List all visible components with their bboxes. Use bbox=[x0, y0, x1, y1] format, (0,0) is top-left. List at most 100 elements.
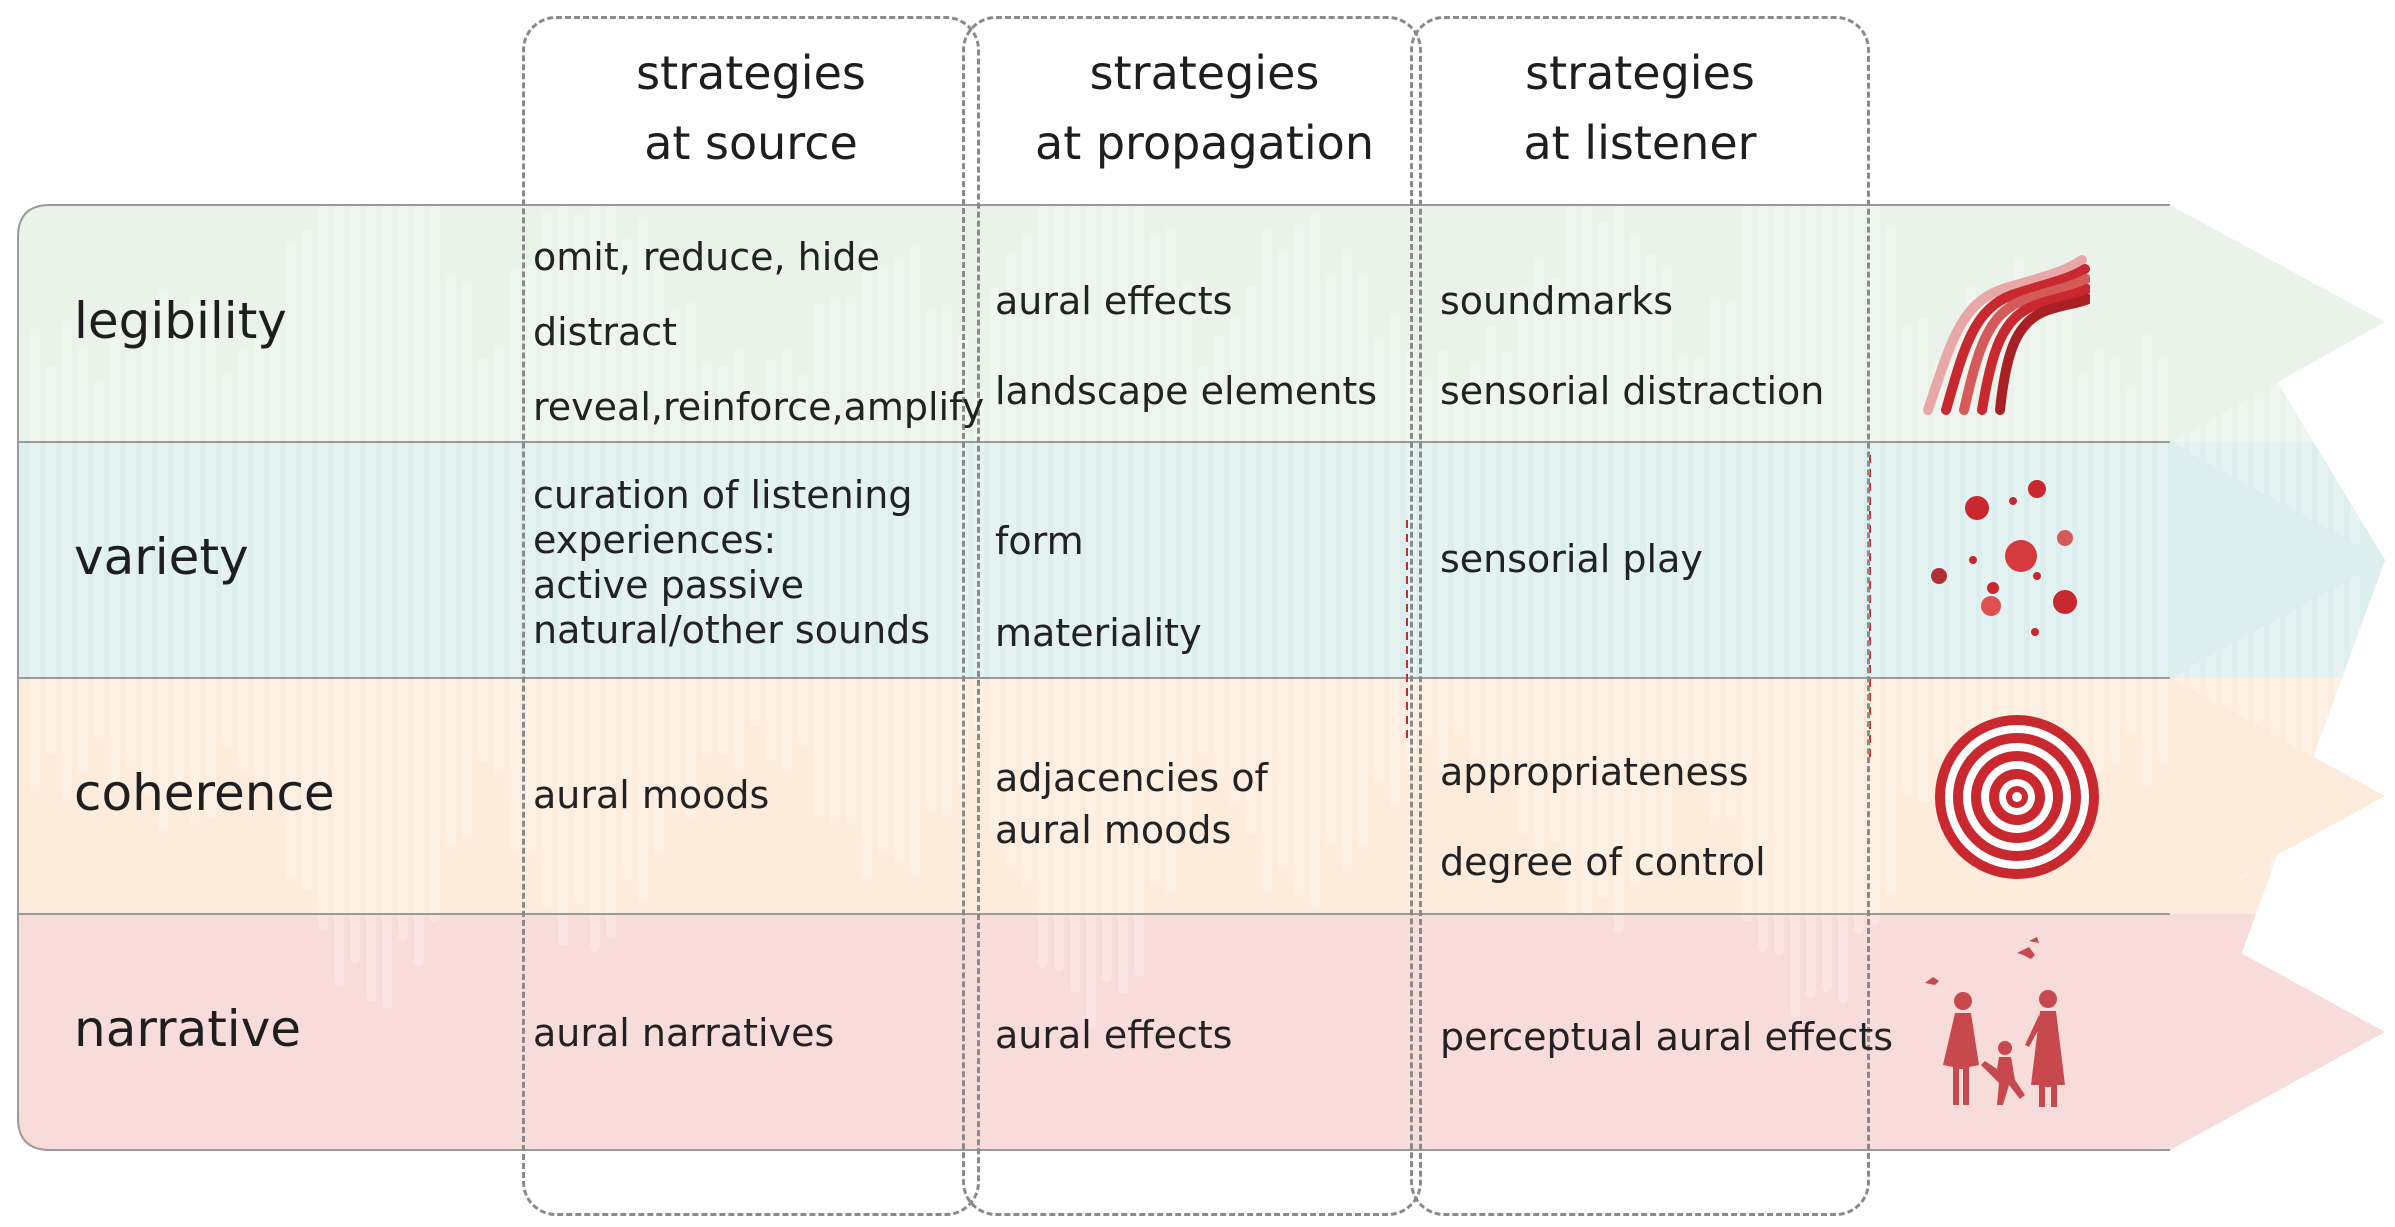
waveform-bar bbox=[1294, 223, 1304, 897]
row-label-narrative: narrative bbox=[74, 1000, 302, 1058]
waveform-bar bbox=[174, 329, 184, 791]
waveform-bar bbox=[1054, 205, 1064, 972]
strategy-item: aural moods bbox=[995, 808, 1232, 852]
waveform-bar bbox=[1086, 205, 1096, 1029]
waveform-bar bbox=[574, 214, 584, 906]
waveform-bar bbox=[798, 374, 808, 746]
waveform-bar bbox=[654, 265, 664, 855]
waveform-bar bbox=[1950, 359, 1960, 761]
waveform-bar bbox=[862, 242, 872, 878]
waveform-bar bbox=[350, 205, 360, 964]
strategy-item: sensorial play bbox=[1440, 537, 1703, 581]
column-box-propagation bbox=[962, 16, 1422, 1216]
waveform-bar bbox=[1182, 281, 1192, 839]
waveform-bar bbox=[462, 280, 472, 840]
waveform-bar bbox=[622, 238, 632, 882]
strategy-item: appropriateness bbox=[1440, 750, 1749, 794]
waveform-bar bbox=[1006, 251, 1016, 869]
waveform-bar bbox=[1822, 205, 1832, 993]
waveform-bar bbox=[1118, 205, 1128, 994]
waveform-bar bbox=[1262, 227, 1272, 893]
waveform-bar bbox=[926, 308, 936, 812]
cell-legibility-propagation: aural effects landscape elements bbox=[995, 256, 1377, 436]
cell-coherence-propagation: adjacencies of aural moods bbox=[995, 752, 1268, 856]
column-header-line2: at source bbox=[644, 116, 858, 170]
waveform-bar bbox=[366, 205, 376, 1002]
waveform-bar bbox=[942, 303, 952, 817]
waveform-bar bbox=[910, 243, 920, 877]
waveform-bar bbox=[414, 205, 424, 967]
waveform-bar bbox=[1998, 288, 2008, 832]
waveform-bar bbox=[1838, 205, 1848, 1004]
waveform-bar bbox=[702, 361, 712, 759]
waveform-bar bbox=[1614, 205, 1624, 933]
cell-variety-propagation: form materiality bbox=[995, 495, 1202, 679]
waveform-bar bbox=[1534, 256, 1544, 864]
strategy-item: natural/other sounds bbox=[533, 608, 931, 652]
waveform-bar bbox=[718, 365, 728, 755]
waveform-bar bbox=[238, 346, 248, 774]
waveform-bar bbox=[478, 357, 488, 763]
waveform-bar bbox=[1278, 249, 1288, 871]
waveform-bar bbox=[1230, 314, 1240, 806]
row-label-coherence: coherence bbox=[74, 764, 335, 822]
waveform-bar bbox=[2126, 386, 2136, 734]
waveform-bar bbox=[1918, 317, 1928, 803]
waveform-bar bbox=[1934, 360, 1944, 760]
arrow-head-legibility bbox=[2170, 205, 2385, 442]
waveform-bar bbox=[1806, 205, 1816, 999]
strategy-item: reveal,reinforce,amplify bbox=[533, 385, 985, 429]
waveform-bar bbox=[878, 264, 888, 856]
strategy-item: form bbox=[995, 519, 1084, 563]
waveform-bar bbox=[1422, 378, 1432, 742]
waveform-bar bbox=[1710, 297, 1720, 823]
band-narrative bbox=[18, 914, 2385, 1150]
waveform-bar bbox=[1662, 266, 1672, 854]
waveform-bar bbox=[1550, 277, 1560, 843]
waveform-bar bbox=[2062, 300, 2072, 820]
curved-lines-icon bbox=[1923, 255, 2090, 415]
column-header-line1: strategies bbox=[1525, 46, 1755, 100]
waveform-bar bbox=[1870, 205, 1880, 925]
waveform-bar bbox=[606, 205, 616, 939]
waveform-bar bbox=[62, 319, 72, 801]
waveform-bar bbox=[302, 229, 312, 891]
waveform-bar bbox=[1774, 205, 1784, 956]
cell-legibility-source: omit, reduce, hide distract reveal,reinf… bbox=[533, 220, 984, 445]
strategy-item: curation of listening bbox=[533, 473, 913, 517]
waveform-bar bbox=[1502, 350, 1512, 770]
strategy-item: degree of control bbox=[1440, 840, 1766, 884]
cell-narrative-propagation: aural effects bbox=[995, 1012, 1232, 1058]
waveform-bar bbox=[1342, 247, 1352, 873]
waveform-bar bbox=[158, 289, 168, 831]
waveform-bar bbox=[1102, 205, 1112, 983]
waveform-bar bbox=[1214, 334, 1224, 786]
column-header-propagation: strategies at propagation bbox=[962, 38, 1447, 178]
waveform-bar bbox=[1630, 233, 1640, 887]
waveform-bar bbox=[206, 301, 216, 819]
waveform-bar bbox=[590, 205, 600, 953]
waveform-bar bbox=[270, 324, 280, 796]
waveform-bar bbox=[1310, 211, 1320, 909]
column-header-line2: at propagation bbox=[1035, 116, 1374, 170]
waveform-bar bbox=[2110, 355, 2120, 765]
waveform-bar bbox=[222, 371, 232, 749]
waveform-bar bbox=[750, 393, 760, 727]
waveform-bar bbox=[254, 338, 264, 782]
waveform-bar bbox=[1678, 354, 1688, 766]
waveform-bar bbox=[1038, 205, 1048, 968]
waveform-bar bbox=[1198, 364, 1208, 756]
waveform-bar bbox=[846, 295, 856, 825]
waveform-bar bbox=[1646, 253, 1656, 867]
waveform-bar bbox=[46, 365, 56, 755]
cell-variety-source: curation of listening experiences: activ… bbox=[533, 473, 930, 653]
waveform-bar bbox=[334, 205, 344, 986]
waveform-bar bbox=[110, 338, 120, 782]
column-box-listener bbox=[1410, 16, 1870, 1216]
strategy-item: omit, reduce, hide bbox=[533, 235, 880, 279]
family-silhouette-icon bbox=[1925, 937, 2065, 1107]
waveform-bar bbox=[1886, 225, 1896, 895]
strategy-item: active passive bbox=[533, 563, 805, 607]
waveform-bar bbox=[558, 205, 568, 946]
